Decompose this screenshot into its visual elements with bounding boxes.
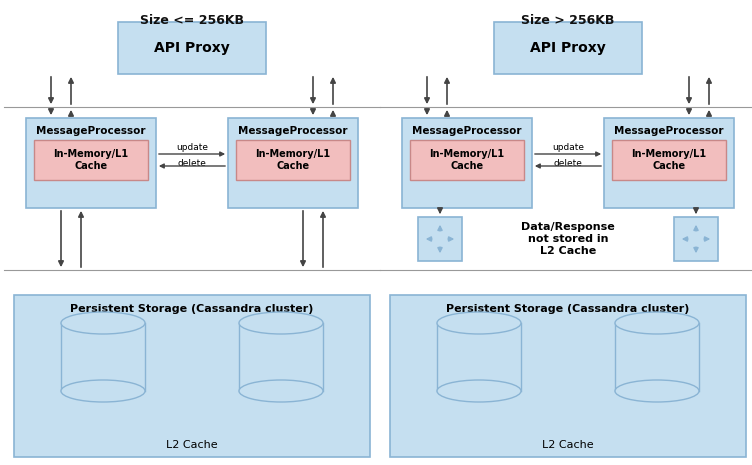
Text: MessageProcessor: MessageProcessor <box>614 126 723 136</box>
Text: L2 Cache: L2 Cache <box>542 440 594 450</box>
Ellipse shape <box>239 380 323 402</box>
Text: MessageProcessor: MessageProcessor <box>412 126 522 136</box>
Text: API Proxy: API Proxy <box>530 41 606 55</box>
FancyBboxPatch shape <box>61 323 145 391</box>
FancyBboxPatch shape <box>34 140 148 180</box>
FancyBboxPatch shape <box>418 217 462 261</box>
FancyBboxPatch shape <box>437 323 521 391</box>
FancyBboxPatch shape <box>674 217 718 261</box>
Text: Data/Response
not stored in
L2 Cache: Data/Response not stored in L2 Cache <box>521 222 615 256</box>
FancyBboxPatch shape <box>239 323 323 391</box>
Text: API Proxy: API Proxy <box>154 41 230 55</box>
FancyBboxPatch shape <box>612 140 726 180</box>
Ellipse shape <box>437 312 521 334</box>
FancyBboxPatch shape <box>494 22 642 74</box>
Ellipse shape <box>437 380 521 402</box>
FancyBboxPatch shape <box>410 140 524 180</box>
FancyBboxPatch shape <box>390 295 746 457</box>
Text: MessageProcessor: MessageProcessor <box>36 126 146 136</box>
Ellipse shape <box>615 380 699 402</box>
FancyBboxPatch shape <box>118 22 266 74</box>
FancyBboxPatch shape <box>228 118 358 208</box>
Ellipse shape <box>61 312 145 334</box>
FancyBboxPatch shape <box>402 118 532 208</box>
Text: Size > 256KB: Size > 256KB <box>521 14 614 27</box>
Text: L2 Cache: L2 Cache <box>166 440 218 450</box>
Text: update: update <box>552 143 584 152</box>
FancyBboxPatch shape <box>26 118 156 208</box>
Ellipse shape <box>615 312 699 334</box>
Text: update: update <box>176 143 208 152</box>
Text: In-Memory/L1
Cache: In-Memory/L1 Cache <box>632 149 707 171</box>
Text: MessageProcessor: MessageProcessor <box>238 126 347 136</box>
Text: In-Memory/L1
Cache: In-Memory/L1 Cache <box>53 149 129 171</box>
FancyBboxPatch shape <box>236 140 350 180</box>
Text: Size <= 256KB: Size <= 256KB <box>140 14 244 27</box>
Text: delete: delete <box>177 159 207 168</box>
FancyBboxPatch shape <box>14 295 370 457</box>
Text: In-Memory/L1
Cache: In-Memory/L1 Cache <box>429 149 505 171</box>
Text: Persistent Storage (Cassandra cluster): Persistent Storage (Cassandra cluster) <box>447 304 690 314</box>
Text: delete: delete <box>553 159 583 168</box>
Ellipse shape <box>239 312 323 334</box>
Text: Persistent Storage (Cassandra cluster): Persistent Storage (Cassandra cluster) <box>71 304 314 314</box>
Ellipse shape <box>61 380 145 402</box>
FancyBboxPatch shape <box>615 323 699 391</box>
Text: In-Memory/L1
Cache: In-Memory/L1 Cache <box>256 149 331 171</box>
FancyBboxPatch shape <box>604 118 734 208</box>
